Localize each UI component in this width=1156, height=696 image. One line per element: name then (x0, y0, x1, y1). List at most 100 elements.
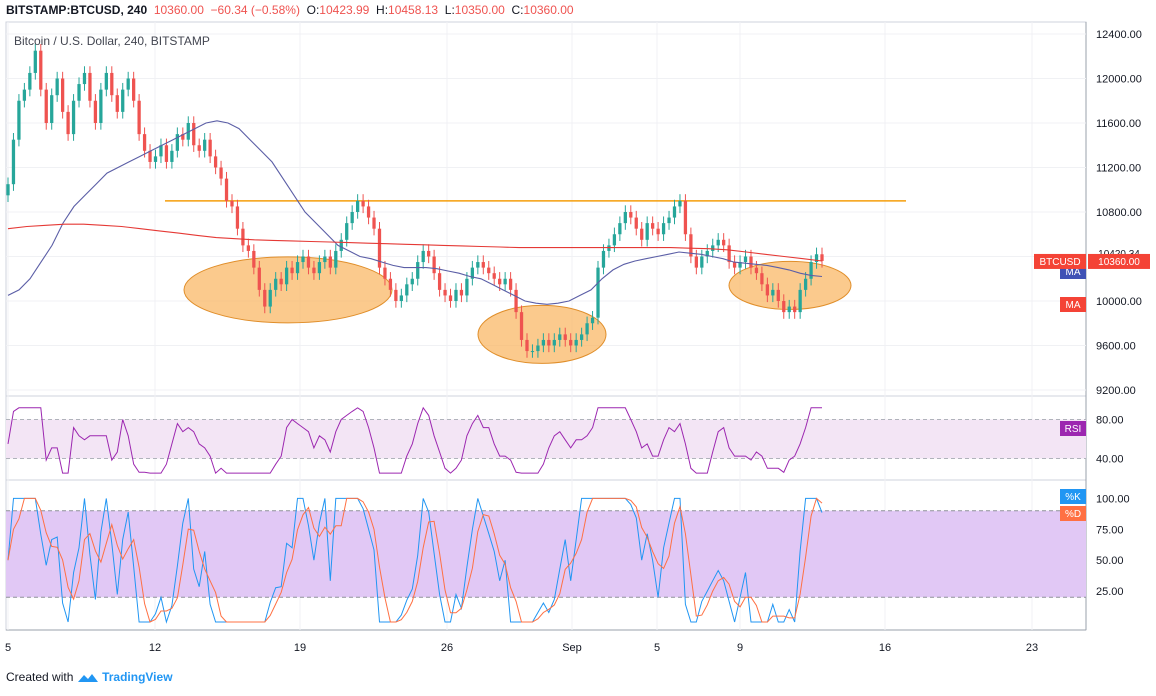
candle-body (459, 289, 464, 296)
candle-body (705, 250, 709, 257)
time-tick-label: 23 (1026, 642, 1038, 654)
candle-body (765, 284, 770, 296)
candle-body (743, 256, 748, 263)
price-tick-label: 10000.00 (1096, 296, 1142, 308)
candle-body (148, 150, 152, 162)
candle-body (476, 262, 480, 268)
candle-body (361, 200, 365, 207)
candle-body (192, 123, 196, 146)
candle-body (793, 306, 797, 313)
support-zone-2 (477, 304, 607, 364)
candle-body (508, 278, 513, 290)
candle-body (437, 273, 442, 290)
candle-body (416, 262, 420, 279)
candle-body (279, 278, 283, 285)
stoch-d-tag: %D (1065, 509, 1081, 520)
candle-body (432, 256, 436, 274)
candle-body (754, 267, 759, 274)
candle-body (77, 84, 81, 101)
candle-body (186, 123, 190, 140)
price-tick-label: 11600.00 (1096, 118, 1141, 130)
candle-body (448, 295, 453, 301)
candle-body (683, 200, 688, 235)
candles (6, 44, 824, 358)
price-change: −60.34 (−0.58%) (210, 3, 300, 17)
candle-body (33, 50, 37, 73)
candle-body (569, 339, 573, 346)
price-tick-label: 9200.00 (1096, 385, 1136, 397)
interval[interactable]: 240 (127, 3, 148, 17)
low-label: L: (444, 3, 455, 17)
high-value: 10458.13 (388, 3, 439, 17)
candle-body (328, 256, 332, 268)
candle-body (350, 212, 354, 224)
candle-body (224, 178, 229, 201)
candle-body (121, 89, 125, 112)
candle-body (601, 250, 606, 268)
symbol-tag: BTCUSD (1039, 257, 1080, 268)
candle-body (558, 334, 562, 340)
time-axis-ticks: 5 12 19 26 Sep 5 9 16 23 (5, 642, 1038, 654)
stoch-tick-label: 75.00 (1096, 524, 1124, 536)
candle-body (115, 95, 119, 112)
candle-body (17, 100, 21, 140)
candle-body (290, 267, 294, 274)
candle-body (722, 239, 726, 246)
candle-body (44, 89, 48, 123)
candle-body (295, 262, 300, 274)
candle-body (88, 72, 92, 101)
stoch-k-line (7, 497, 823, 624)
candle-body (170, 150, 174, 162)
candle-body (306, 256, 311, 268)
candle-body (219, 167, 223, 179)
indicator-lines (7, 120, 823, 624)
candle-body (498, 278, 502, 285)
tradingview-brand[interactable]: TradingView (102, 670, 173, 684)
symbol-name[interactable]: BITSTAMP:BTCUSD (6, 3, 121, 17)
candle-body (732, 262, 737, 268)
candle-body (651, 223, 655, 229)
candle-body (809, 262, 813, 279)
time-tick-label: 9 (737, 642, 743, 654)
candle-body (181, 134, 185, 140)
price-tick-label: 11200.00 (1096, 163, 1141, 175)
candle-body (454, 289, 458, 301)
created-with-label: Created with (6, 670, 74, 684)
candle-body (820, 254, 824, 261)
candle-body (579, 334, 584, 340)
time-tick-label: 19 (294, 642, 306, 654)
candle-body (317, 262, 322, 274)
candle-body (6, 184, 10, 196)
open-value: 10423.99 (319, 3, 370, 17)
candle-body (694, 256, 698, 268)
candle-body (487, 267, 491, 274)
rsi-tag: RSI (1065, 424, 1082, 435)
candle-body (782, 301, 786, 313)
candle-body (175, 134, 179, 151)
candle-body (257, 267, 261, 290)
candle-body (618, 223, 622, 235)
candle-body (388, 278, 393, 290)
price-tick-label: 12400.00 (1096, 29, 1142, 41)
rsi-tick-label: 80.00 (1096, 415, 1124, 427)
candle-body (268, 289, 272, 307)
candle-body (241, 228, 245, 246)
candle-body (66, 111, 70, 135)
candle-body (716, 239, 720, 246)
tradingview-logo-icon[interactable] (77, 670, 102, 684)
candle-body (465, 278, 469, 296)
stoch-tick-label: 25.00 (1096, 586, 1124, 598)
candle-body (301, 256, 305, 263)
candle-body (274, 278, 278, 290)
candle-body (230, 200, 234, 207)
candle-body (159, 145, 163, 157)
time-tick-label: 26 (441, 642, 453, 654)
candle-body (132, 78, 136, 101)
candle-body (142, 134, 147, 151)
candle-body (711, 245, 715, 251)
candle-body (197, 145, 201, 151)
candle-body (334, 250, 338, 268)
candle-body (525, 339, 529, 352)
candle-body (514, 289, 518, 313)
